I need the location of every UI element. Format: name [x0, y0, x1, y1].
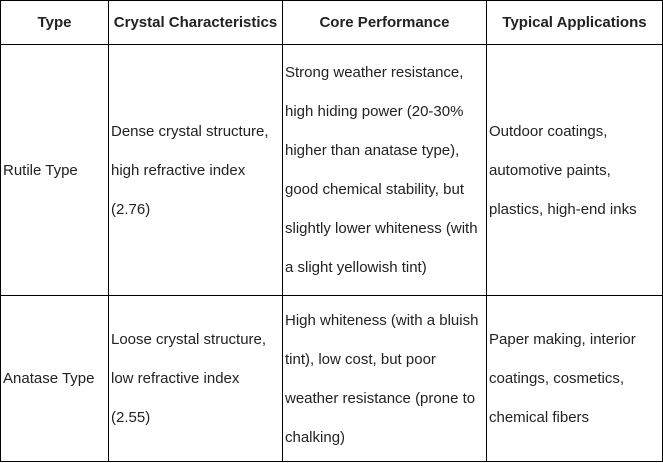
column-header-type: Type: [0, 0, 109, 45]
table-row-anatase: Anatase Type Loose crystal structure, lo…: [0, 295, 663, 462]
cell-rutile-core-performance: Strong weather resistance, high hiding p…: [282, 44, 487, 296]
cell-anatase-typical-applications: Paper making, interior coatings, cosmeti…: [486, 295, 663, 462]
column-header-crystal-characteristics: Crystal Characteristics: [108, 0, 283, 45]
header-row: Type Crystal Characteristics Core Perfor…: [0, 0, 663, 45]
cell-anatase-type: Anatase Type: [0, 295, 109, 462]
column-header-core-performance: Core Performance: [282, 0, 487, 45]
table-row-rutile: Rutile Type Dense crystal structure, hig…: [0, 44, 663, 296]
column-header-typical-applications: Typical Applications: [486, 0, 663, 45]
cell-rutile-typical-applications: Outdoor coatings, automotive paints, pla…: [486, 44, 663, 296]
cell-rutile-crystal-characteristics: Dense crystal structure, high refractive…: [108, 44, 283, 296]
cell-rutile-type: Rutile Type: [0, 44, 109, 296]
cell-anatase-crystal-characteristics: Loose crystal structure, low refractive …: [108, 295, 283, 462]
cell-anatase-core-performance: High whiteness (with a bluish tint), low…: [282, 295, 487, 462]
